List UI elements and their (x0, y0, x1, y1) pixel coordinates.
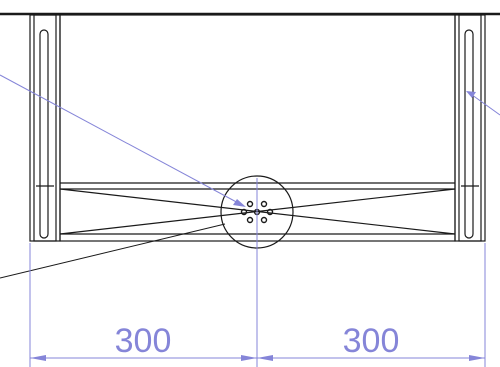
right-post-slot (464, 29, 474, 239)
hole (260, 200, 268, 208)
dimension-arrows (30, 355, 485, 361)
hole (246, 200, 254, 208)
left-post-inner (33, 14, 57, 242)
leader-arrowhead (233, 199, 246, 207)
dimension-label-right: 300 (343, 322, 400, 360)
leader-line-blue-left (0, 74, 243, 206)
leader-arrowhead-right (466, 91, 476, 98)
arrowhead (241, 355, 257, 361)
dimension-label-left: 300 (115, 322, 172, 360)
hole (240, 208, 248, 216)
arrowhead (469, 355, 485, 361)
hole (266, 208, 274, 216)
hole (246, 216, 254, 224)
right-post-inner (458, 14, 482, 242)
arrowhead (257, 355, 273, 361)
leader-line-black-left (0, 223, 226, 279)
drain-holes (240, 200, 274, 224)
dimension-extensions (29, 178, 486, 367)
arrowhead (30, 355, 46, 361)
left-post-slot (39, 29, 49, 239)
hole (260, 216, 268, 224)
